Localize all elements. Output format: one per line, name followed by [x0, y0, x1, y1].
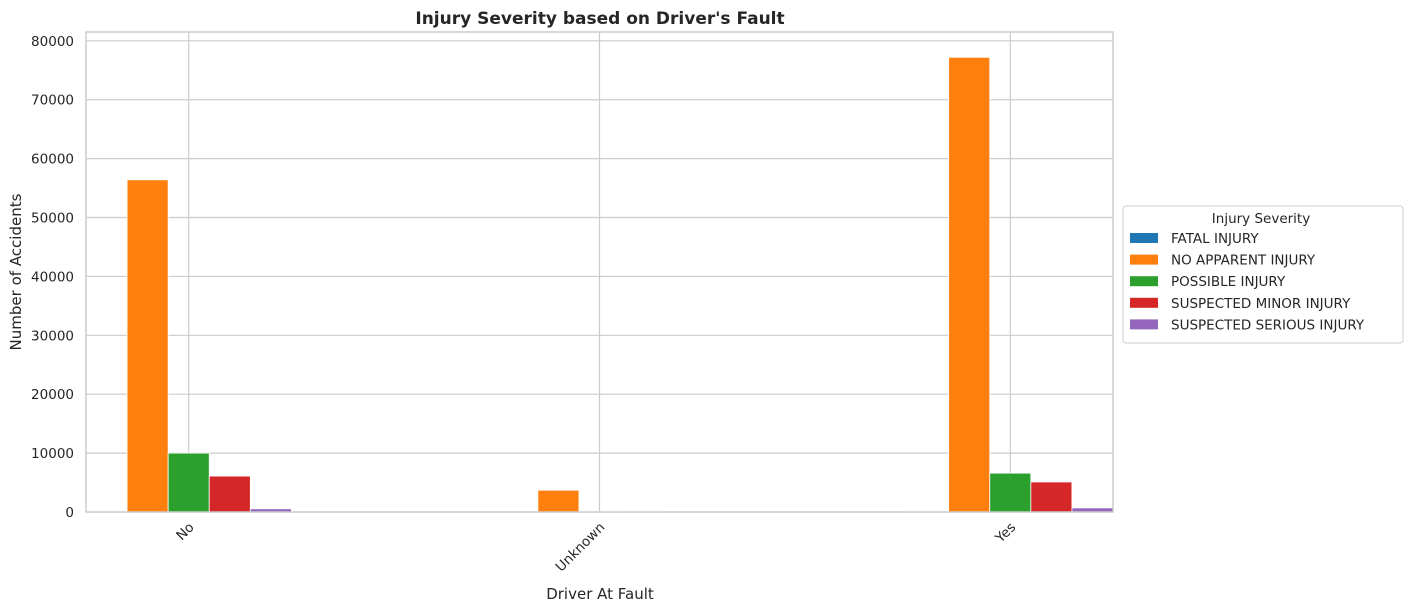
- bar: [948, 56, 991, 513]
- legend-label: NO APPARENT INJURY: [1171, 253, 1316, 269]
- legend-title: Injury Severity: [1212, 211, 1310, 227]
- y-tick-label: 40000: [31, 269, 74, 285]
- bar: [167, 452, 210, 513]
- y-tick-label: 20000: [31, 387, 74, 403]
- legend-label: SUSPECTED MINOR INJURY: [1171, 296, 1351, 312]
- legend-label: SUSPECTED SERIOUS INJURY: [1171, 317, 1365, 333]
- y-tick-label: 30000: [31, 328, 74, 344]
- grid-lines: [86, 32, 1113, 513]
- legend-box: [1122, 205, 1404, 344]
- x-tick-label: No: [173, 520, 197, 544]
- bar: [208, 475, 251, 513]
- plot-frame: [85, 31, 1114, 513]
- legend-label: FATAL INJURY: [1171, 231, 1259, 247]
- x-axis-label: Driver At Fault: [546, 585, 654, 603]
- y-tick-label: 80000: [31, 34, 74, 50]
- bar: [537, 489, 580, 513]
- legend-items: FATAL INJURY NO APPARENT INJURY POSSIBLE I…: [1130, 231, 1365, 333]
- bar: [1030, 481, 1073, 513]
- bar: [126, 179, 169, 513]
- y-tick-labels: 0 10000 20000 30000 40000 50000 60000 70000 8000…: [31, 34, 74, 521]
- chart-title: Injury Severity based on Driver's Fault: [415, 9, 784, 29]
- bars: [85, 56, 1114, 513]
- x-tick-label: Unknown: [553, 520, 609, 576]
- legend-swatch: [1130, 254, 1158, 265]
- x-tick-label: Yes: [992, 520, 1019, 547]
- legend: Injury Severity FATAL INJURY NO APPARENT …: [1122, 205, 1404, 344]
- legend-swatch: [1130, 319, 1158, 330]
- y-tick-label: 60000: [31, 152, 74, 168]
- y-axis-label: Number of Accidents: [7, 193, 25, 350]
- y-tick-label: 10000: [31, 446, 74, 462]
- y-tick-label: 70000: [31, 93, 74, 109]
- legend-swatch: [1130, 297, 1158, 308]
- legend-swatch: [1130, 233, 1158, 243]
- x-tick-labels: No Unknown Yes: [173, 520, 1019, 576]
- legend-label: POSSIBLE INJURY: [1171, 274, 1286, 290]
- legend-swatch: [1130, 276, 1158, 287]
- y-tick-label: 50000: [31, 211, 74, 227]
- bar: [989, 472, 1032, 513]
- y-tick-label: 0: [65, 505, 74, 521]
